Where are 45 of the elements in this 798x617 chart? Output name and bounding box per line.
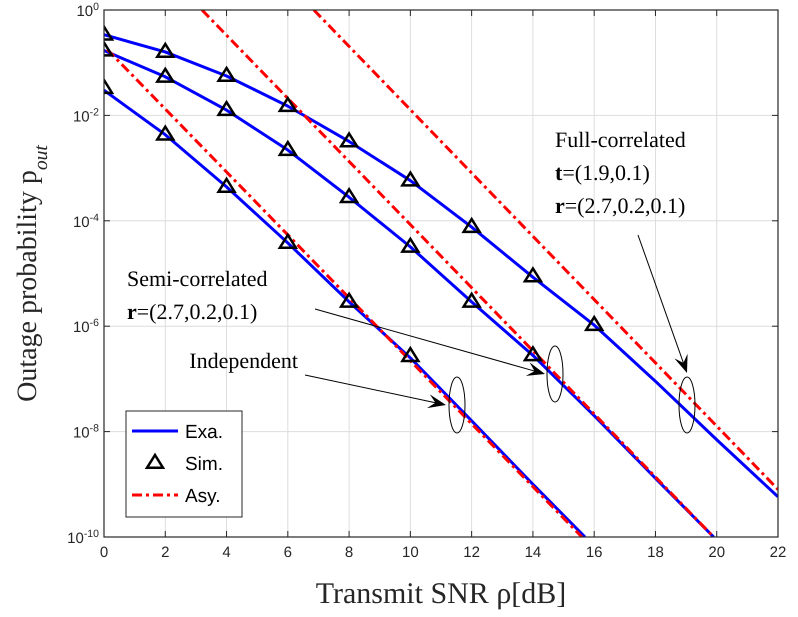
annotation: Full-correlated t=(1.9,0.1) r=(2.7,0.2,0.1) — [555, 127, 686, 218]
x-tick-label: 0 — [100, 544, 108, 561]
point — [340, 292, 358, 308]
x-tick-label: 20 — [708, 544, 726, 561]
legend-label: Asy. — [185, 486, 221, 507]
y-tick-label: 10$^{-8}$ — [72, 422, 100, 442]
y-tick-label: 10$^{-4}$ — [72, 212, 100, 231]
annotation: Semi-correlated r=(2.7,0.2,0.1) — [127, 266, 268, 324]
x-tick-label: 4 — [222, 544, 231, 561]
legend-label: Sim. — [185, 454, 223, 475]
point — [278, 234, 298, 249]
point — [156, 42, 175, 58]
x-tick-label: 8 — [344, 544, 354, 561]
x-tick-label: 14 — [524, 544, 542, 561]
point — [156, 125, 175, 141]
point — [401, 238, 420, 253]
point — [278, 140, 298, 156]
point — [340, 132, 358, 148]
point — [217, 100, 236, 116]
point — [524, 346, 542, 362]
x-tick-label: 22 — [770, 544, 786, 561]
point — [524, 267, 542, 282]
x-tick-label: 18 — [647, 544, 664, 561]
point — [462, 218, 481, 234]
point — [401, 346, 420, 362]
point — [340, 188, 358, 204]
point — [462, 292, 481, 308]
y-tick-label: 10$^{-6}$ — [72, 317, 100, 336]
legend-label: Exa. — [185, 422, 224, 443]
x-tick-label: 2 — [161, 544, 170, 561]
x-tick-label: 12 — [463, 544, 480, 561]
annotation: Independent — [189, 348, 298, 373]
x-tick-label: 6 — [284, 544, 292, 561]
y-tick-label: 10$^{-2}$ — [72, 106, 100, 126]
point — [584, 316, 604, 332]
x-axis-title: Transmit SNR ρ[dB] — [316, 577, 566, 610]
point — [217, 178, 236, 193]
x-tick-label: 16 — [586, 544, 603, 561]
x-tick-label: 10 — [402, 544, 419, 561]
point — [217, 66, 236, 82]
y-tick-label: 10$^{0}$ — [76, 1, 100, 20]
point — [156, 68, 175, 83]
point — [401, 171, 420, 187]
point — [278, 96, 298, 112]
y-tick-label: 10$^{-10}$ — [67, 528, 100, 547]
